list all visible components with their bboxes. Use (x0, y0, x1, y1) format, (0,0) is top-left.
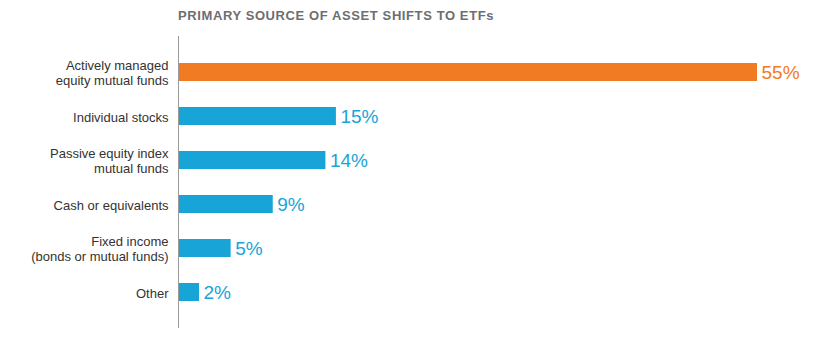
svg-text:55%: 55% (762, 62, 800, 83)
svg-text:Fixed income(bonds or mutual f: Fixed income(bonds or mutual funds) (31, 234, 168, 265)
svg-text:9%: 9% (277, 194, 305, 215)
svg-text:Passive equity indexmutual fun: Passive equity indexmutual funds (50, 146, 169, 177)
svg-text:14%: 14% (330, 150, 368, 171)
svg-text:15%: 15% (340, 106, 378, 127)
svg-text:Actively managedequity mutual: Actively managedequity mutual funds (56, 58, 169, 89)
svg-text:Other: Other (136, 285, 169, 300)
svg-text:5%: 5% (235, 238, 263, 259)
svg-text:Cash or equivalents: Cash or equivalents (54, 197, 169, 212)
svg-text:2%: 2% (204, 282, 232, 303)
html-text:PRIMARY SOURCE OF ASSET SHIFTS: PRIMARY SOURCE OF ASSET SHIFTS TO ETFs (178, 8, 495, 23)
svg-text:Individual stocks: Individual stocks (73, 109, 169, 124)
